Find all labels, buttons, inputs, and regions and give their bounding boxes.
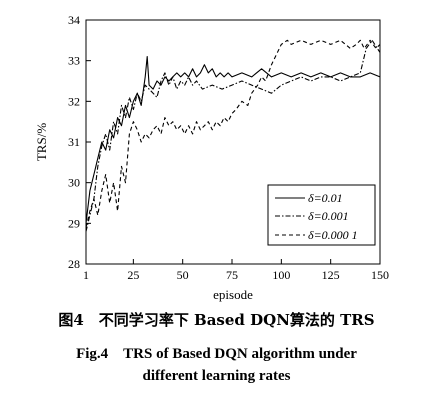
series-layer [85, 39, 381, 232]
y-tick-label: 32 [68, 94, 80, 108]
legend-label-series-3: δ=0.000 1 [308, 228, 358, 242]
figure-caption-cn: 图4 不同学习率下 Based DQN算法的 TRS [58, 311, 375, 329]
figure-caption-en-line1: Fig.4 TRS of Based DQN algorithm under [76, 346, 357, 362]
x-axis-label: episode [213, 287, 253, 302]
y-axis-label: TRS/% [34, 123, 49, 161]
legend-label-series-2: δ=0.001 [308, 209, 349, 223]
x-tick-label: 50 [177, 268, 189, 282]
y-tick-label: 33 [68, 54, 80, 68]
x-tick-label: 125 [322, 268, 340, 282]
x-tick-label: 1 [83, 268, 89, 282]
x-tick-label: 75 [226, 268, 238, 282]
y-tick-label: 29 [68, 216, 80, 230]
y-tick-label: 34 [68, 13, 80, 27]
legend-label-series-1: δ=0.01 [308, 191, 343, 205]
x-tick-label: 150 [371, 268, 389, 282]
series-line-1 [85, 56, 381, 224]
y-tick-label: 31 [68, 135, 80, 149]
figure-caption-en-line2: different learning rates [142, 368, 291, 384]
x-tick-label: 25 [127, 268, 139, 282]
y-tick-label: 28 [68, 257, 80, 271]
y-tick-label: 30 [68, 176, 80, 190]
legend: δ=0.01 δ=0.001 δ=0.000 1 [267, 184, 376, 246]
x-tick-label: 100 [272, 268, 290, 282]
series-line-2 [85, 39, 381, 232]
